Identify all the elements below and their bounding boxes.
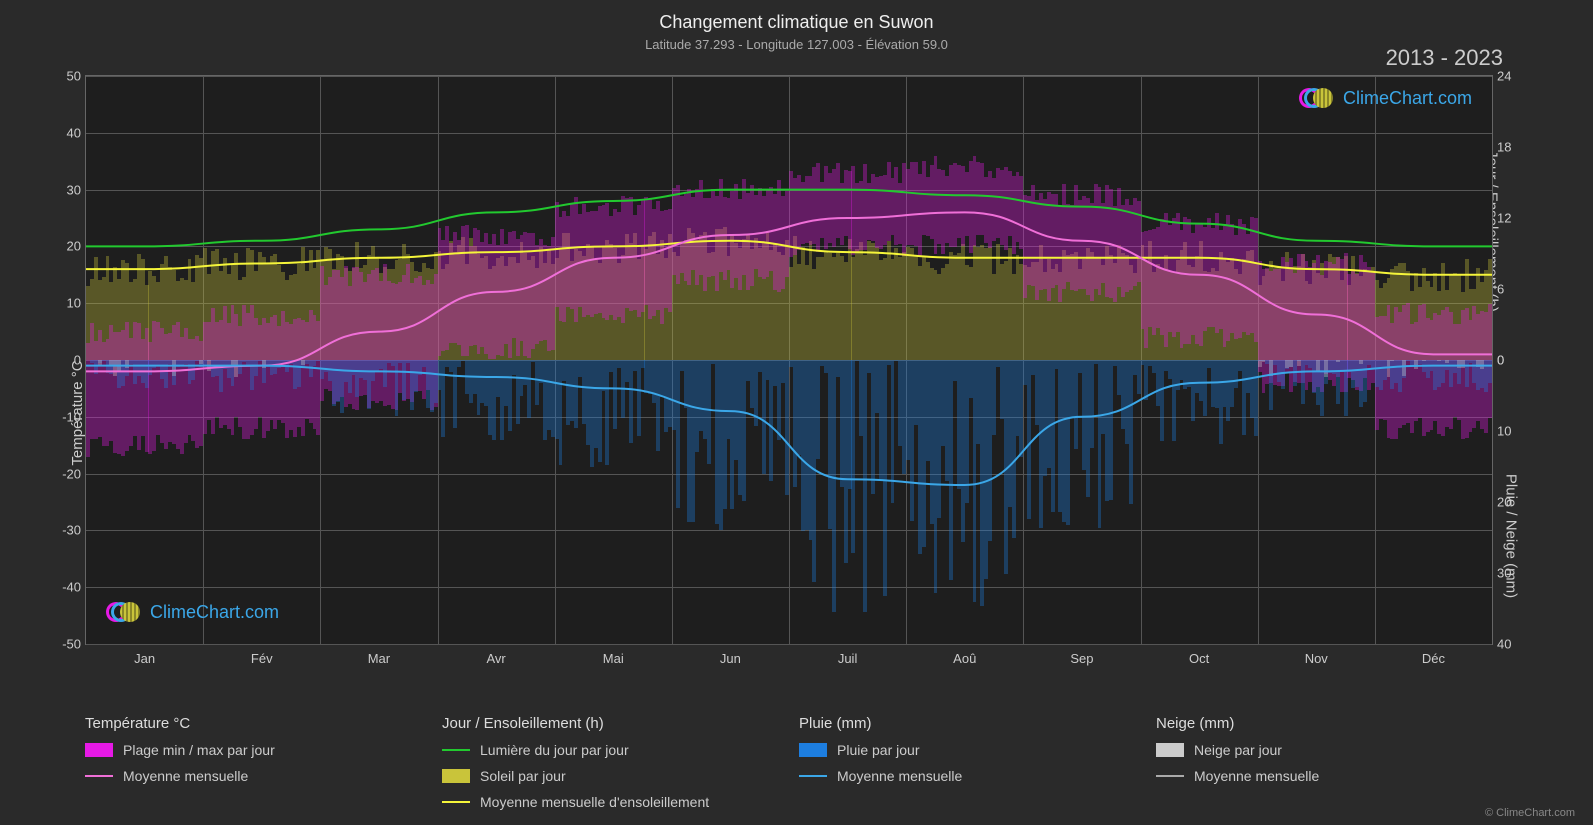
x-tick-month: Mar [368,651,390,666]
chart-subtitle: Latitude 37.293 - Longitude 127.003 - Él… [0,33,1593,52]
x-tick-month: Aoû [953,651,976,666]
legend-item-label: Plage min / max par jour [123,742,275,758]
legend-group: Température °C Plage min / max par jour Mo… [85,715,422,810]
y-tick-left: 30 [41,182,81,197]
y-tick-left: 10 [41,296,81,311]
x-tick-month: Jun [720,651,741,666]
legend-item: Moyenne mensuelle [1156,768,1493,784]
legend-swatch-icon [85,743,113,757]
x-tick-month: Mai [603,651,624,666]
watermark: ClimeChart.com [1299,86,1472,110]
y-tick-right-bottom: 0 [1497,353,1537,368]
x-tick-month: Nov [1305,651,1328,666]
year-range: 2013 - 2023 [1386,45,1503,71]
legend-item-label: Moyenne mensuelle [837,768,962,784]
legend-item-label: Soleil par jour [480,768,566,784]
y-tick-right-bottom: 30 [1497,566,1537,581]
legend-group: Pluie (mm) Pluie par jour Moyenne mensuell… [799,715,1136,810]
x-tick-month: Déc [1422,651,1445,666]
legend-item: Moyenne mensuelle [85,768,422,784]
y-tick-right-top: 6 [1497,282,1537,297]
y-tick-left: -20 [41,466,81,481]
x-tick-month: Jan [134,651,155,666]
legend-item-label: Moyenne mensuelle d'ensoleillement [480,794,709,810]
legend-item-label: Moyenne mensuelle [123,768,248,784]
legend-swatch-icon [1156,743,1184,757]
y-tick-left: -50 [41,637,81,652]
x-tick-month: Oct [1189,651,1209,666]
y-tick-left: 0 [41,353,81,368]
y-tick-left: 50 [41,69,81,84]
legend-item-label: Pluie par jour [837,742,920,758]
legend-item-label: Moyenne mensuelle [1194,768,1319,784]
y-tick-left: 20 [41,239,81,254]
legend: Température °C Plage min / max par jour Mo… [85,715,1493,810]
legend-group-title: Température °C [85,715,422,732]
legend-item: Soleil par jour [442,768,779,784]
legend-line-icon [85,775,113,777]
watermark: ClimeChart.com [106,600,279,624]
y-tick-left: 40 [41,125,81,140]
legend-item: Moyenne mensuelle d'ensoleillement [442,794,779,810]
y-tick-right-top: 12 [1497,211,1537,226]
legend-item-label: Neige par jour [1194,742,1282,758]
watermark-text: ClimeChart.com [150,602,279,623]
chart-container: Changement climatique en Suwon Latitude … [0,0,1593,825]
x-tick-month: Fév [251,651,273,666]
legend-item: Moyenne mensuelle [799,768,1136,784]
y-tick-right-bottom: 20 [1497,495,1537,510]
legend-item-label: Lumière du jour par jour [480,742,629,758]
legend-line-icon [442,749,470,751]
legend-group-title: Pluie (mm) [799,715,1136,732]
legend-swatch-icon [442,769,470,783]
x-tick-month: Juil [838,651,858,666]
watermark-text: ClimeChart.com [1343,88,1472,109]
plot-area: 50403020100-10-20-30-40-5024181260010203… [85,75,1493,645]
copyright-text: © ClimeChart.com [1485,807,1575,819]
x-tick-month: Avr [486,651,505,666]
legend-group-title: Neige (mm) [1156,715,1493,732]
legend-group-title: Jour / Ensoleillement (h) [442,715,779,732]
legend-swatch-icon [799,743,827,757]
y-tick-right-bottom: 10 [1497,424,1537,439]
legend-line-icon [799,775,827,777]
legend-item: Pluie par jour [799,742,1136,758]
y-tick-left: -30 [41,523,81,538]
legend-line-icon [1156,775,1184,777]
y-tick-right-bottom: 40 [1497,637,1537,652]
y-tick-right-top: 24 [1497,69,1537,84]
legend-item: Plage min / max par jour [85,742,422,758]
y-tick-left: -40 [41,580,81,595]
y-tick-left: -10 [41,409,81,424]
y-tick-right-top: 18 [1497,140,1537,155]
chart-title: Changement climatique en Suwon [0,0,1593,33]
legend-item: Lumière du jour par jour [442,742,779,758]
legend-line-icon [442,801,470,803]
legend-item: Neige par jour [1156,742,1493,758]
legend-group: Jour / Ensoleillement (h) Lumière du jour… [442,715,779,810]
legend-group: Neige (mm) Neige par jour Moyenne mensuell… [1156,715,1493,810]
x-tick-month: Sep [1070,651,1093,666]
